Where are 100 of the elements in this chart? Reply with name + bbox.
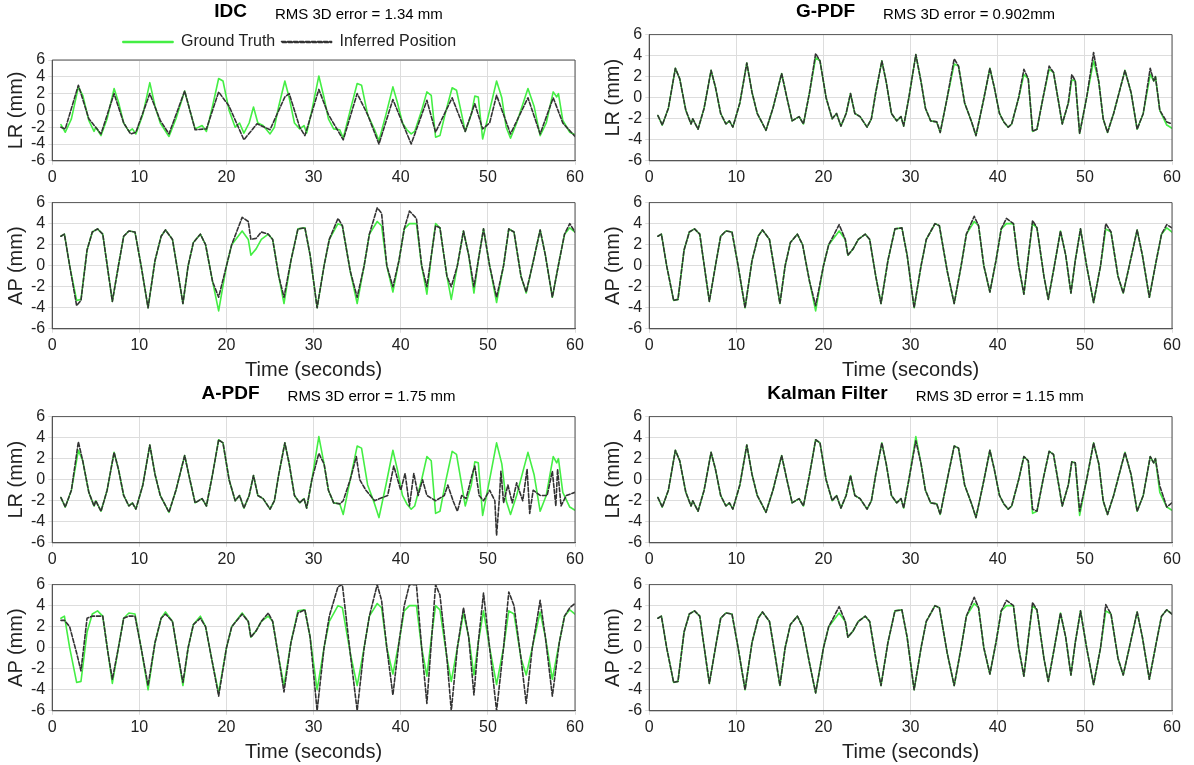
legend-label: Ground Truth xyxy=(180,32,276,50)
y-tick-label: -6 xyxy=(30,151,46,169)
y-tick-label: -2 xyxy=(627,277,643,295)
y-tick-label: 6 xyxy=(36,407,46,425)
x-tick-label: 20 xyxy=(814,717,833,735)
y-axis-title: LR (mm) xyxy=(600,58,623,137)
y-tick-label: 6 xyxy=(36,575,46,593)
y-tick-label: 2 xyxy=(36,617,46,635)
y-tick-label: -4 xyxy=(30,134,46,152)
line-series xyxy=(60,438,575,537)
text: RMS 3D error = 1.75 mm xyxy=(287,387,456,404)
x-tick-label: 10 xyxy=(727,335,746,353)
y-tick-label: -4 xyxy=(30,298,46,316)
x-tick-label: 30 xyxy=(304,335,323,353)
y-tick-label: 6 xyxy=(633,193,643,211)
x-tick-label: 40 xyxy=(988,717,1007,735)
y-axis-title: AP (mm) xyxy=(600,226,623,305)
x-tick-label: 0 xyxy=(644,167,654,185)
chart-title: Kalman Filter xyxy=(767,382,888,404)
x-tick-label: 10 xyxy=(727,549,746,567)
y-tick-label: -2 xyxy=(30,117,46,135)
x-tick-label: 10 xyxy=(130,549,149,567)
y-tick-label: 2 xyxy=(633,617,643,635)
y-tick-label: -6 xyxy=(30,533,46,551)
y-tick-label: -6 xyxy=(627,701,643,719)
x-tick-label: 40 xyxy=(988,335,1007,353)
x-tick-label: 50 xyxy=(1075,549,1094,567)
y-axis-title: LR (mm) xyxy=(600,440,623,519)
x-tick-label: 0 xyxy=(47,167,57,185)
y-tick-label: -2 xyxy=(30,659,46,677)
y-tick-label: 0 xyxy=(633,638,643,656)
y-tick-label: -4 xyxy=(30,512,46,530)
y-tick-label: 4 xyxy=(36,596,46,614)
y-tick-label: 6 xyxy=(633,407,643,425)
y-tick-label: 6 xyxy=(36,50,46,68)
y-axis-title: LR (mm) xyxy=(3,71,26,150)
y-axis-title: AP (mm) xyxy=(600,608,623,687)
line-series xyxy=(60,84,575,145)
x-tick-label: 50 xyxy=(478,167,497,185)
x-tick-label: 40 xyxy=(391,335,410,353)
text: RMS 3D error = 0.902mm xyxy=(882,5,1056,22)
x-tick-label: 20 xyxy=(814,549,833,567)
x-tick-label: 10 xyxy=(130,717,149,735)
y-tick-label: 4 xyxy=(36,214,46,232)
x-tick-label: 10 xyxy=(727,167,746,185)
text: RMS 3D error = 1.15 mm xyxy=(915,387,1084,404)
y-tick-label: -4 xyxy=(627,512,643,530)
y-tick-label: -4 xyxy=(627,130,643,148)
y-tick-label: 2 xyxy=(633,67,643,85)
x-tick-label: 20 xyxy=(814,335,833,353)
x-tick-label: 50 xyxy=(478,335,497,353)
y-tick-label: 4 xyxy=(633,428,643,446)
x-tick-label: 40 xyxy=(391,167,410,185)
y-tick-label: 0 xyxy=(36,256,46,274)
y-tick-label: 2 xyxy=(36,449,46,467)
x-tick-label: 30 xyxy=(304,717,323,735)
x-tick-label: 30 xyxy=(901,167,920,185)
y-tick-label: -4 xyxy=(627,298,643,316)
x-tick-label: 10 xyxy=(130,167,149,185)
line-series xyxy=(60,207,575,309)
x-tick-label: 50 xyxy=(478,717,497,735)
x-tick-label: 60 xyxy=(1163,167,1181,185)
x-tick-label: 30 xyxy=(304,549,323,567)
y-tick-label: 6 xyxy=(633,575,643,593)
y-tick-label: -6 xyxy=(627,533,643,551)
x-tick-label: 20 xyxy=(217,167,236,185)
y-tick-label: 4 xyxy=(36,428,46,446)
y-tick-label: 2 xyxy=(36,235,46,253)
x-tick-label: 0 xyxy=(47,717,57,735)
legend-label: Inferred Position xyxy=(339,32,457,50)
x-tick-label: 60 xyxy=(566,335,584,353)
x-tick-label: 0 xyxy=(47,549,57,567)
x-tick-label: 40 xyxy=(391,549,410,567)
x-tick-label: 20 xyxy=(217,549,236,567)
line-series xyxy=(60,584,575,711)
x-tick-label: 40 xyxy=(391,717,410,735)
text: RMS 3D error = 1.34 mm xyxy=(274,5,443,22)
y-tick-label: 0 xyxy=(36,100,46,118)
y-tick-label: 4 xyxy=(36,67,46,85)
x-tick-label: 60 xyxy=(1163,549,1181,567)
x-tick-label: 50 xyxy=(478,549,497,567)
x-tick-label: 60 xyxy=(566,167,584,185)
x-tick-label: 30 xyxy=(901,335,920,353)
y-tick-label: 6 xyxy=(633,25,643,43)
y-tick-label: 0 xyxy=(633,256,643,274)
y-tick-label: -6 xyxy=(30,701,46,719)
x-tick-label: 10 xyxy=(727,717,746,735)
y-tick-label: 2 xyxy=(36,84,46,102)
x-tick-label: 60 xyxy=(1163,717,1181,735)
y-tick-label: -6 xyxy=(30,319,46,337)
x-tick-label: 20 xyxy=(217,335,236,353)
x-tick-label: 40 xyxy=(988,167,1007,185)
chart-title: IDC xyxy=(214,0,247,22)
x-tick-label: 0 xyxy=(644,335,654,353)
y-axis-title: AP (mm) xyxy=(3,608,26,687)
y-tick-label: 4 xyxy=(633,214,643,232)
x-tick-label: 50 xyxy=(1075,167,1094,185)
y-tick-label: -4 xyxy=(30,680,46,698)
y-tick-label: -4 xyxy=(627,680,643,698)
y-tick-label: -6 xyxy=(627,151,643,169)
